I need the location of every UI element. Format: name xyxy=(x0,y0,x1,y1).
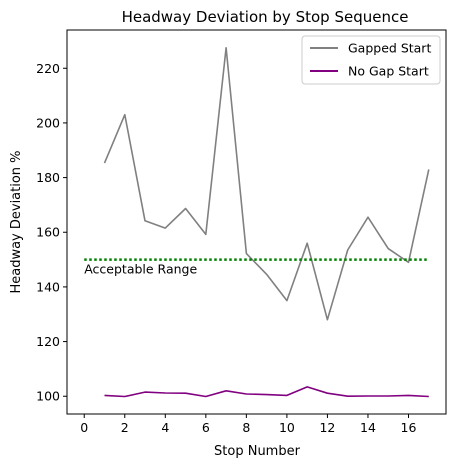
series-line-no-gap-start xyxy=(105,387,429,397)
x-tick-label: 4 xyxy=(161,420,169,435)
y-axis-label: Headway Deviation % xyxy=(9,150,24,293)
x-tick-label: 14 xyxy=(360,420,376,435)
x-tick-label: 16 xyxy=(401,420,417,435)
y-tick-label: 200 xyxy=(36,115,60,130)
plot-area-frame xyxy=(67,30,446,414)
x-tick-label: 2 xyxy=(121,420,129,435)
x-tick-label: 12 xyxy=(319,420,335,435)
y-tick-label: 120 xyxy=(36,334,60,349)
x-axis-ticks: 0 2 4 6 8 10 12 14 16 xyxy=(80,414,416,435)
x-tick-label: 6 xyxy=(202,420,210,435)
series-line-gapped-start xyxy=(105,48,429,320)
x-tick-label: 10 xyxy=(279,420,295,435)
y-tick-label: 100 xyxy=(36,389,60,404)
y-tick-label: 220 xyxy=(36,61,60,76)
reference-line-label: Acceptable Range xyxy=(84,262,197,277)
x-tick-label: 0 xyxy=(80,420,88,435)
legend-label-no-gap-start: No Gap Start xyxy=(348,64,429,79)
y-axis-ticks: 100 120 140 160 180 200 220 xyxy=(36,61,67,404)
y-tick-label: 140 xyxy=(36,279,60,294)
y-tick-label: 160 xyxy=(36,225,60,240)
chart-title: Headway Deviation by Stop Sequence xyxy=(122,8,409,26)
reference-layer: Acceptable Range xyxy=(84,260,429,277)
series-layer xyxy=(104,48,428,397)
x-tick-label: 8 xyxy=(242,420,250,435)
x-axis-label: Stop Number xyxy=(214,444,301,459)
legend-label-gapped-start: Gapped Start xyxy=(348,41,431,56)
legend: Gapped Start No Gap Start xyxy=(302,36,440,84)
y-tick-label: 180 xyxy=(36,170,60,185)
